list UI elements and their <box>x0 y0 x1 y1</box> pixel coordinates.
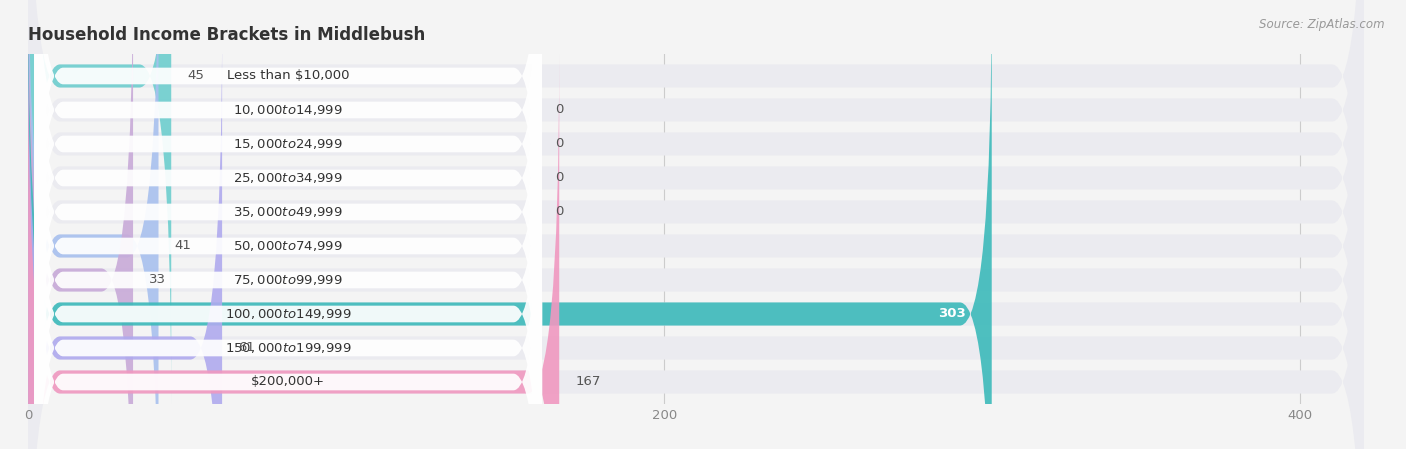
Text: $15,000 to $24,999: $15,000 to $24,999 <box>233 137 343 151</box>
FancyBboxPatch shape <box>28 20 222 449</box>
Text: 0: 0 <box>555 103 564 116</box>
Text: $35,000 to $49,999: $35,000 to $49,999 <box>233 205 343 219</box>
FancyBboxPatch shape <box>35 0 543 442</box>
Text: 61: 61 <box>238 342 254 355</box>
FancyBboxPatch shape <box>35 0 543 449</box>
Text: Source: ZipAtlas.com: Source: ZipAtlas.com <box>1260 18 1385 31</box>
FancyBboxPatch shape <box>28 53 1364 449</box>
FancyBboxPatch shape <box>35 0 543 408</box>
FancyBboxPatch shape <box>35 0 543 374</box>
Text: 0: 0 <box>555 137 564 150</box>
FancyBboxPatch shape <box>35 0 543 449</box>
FancyBboxPatch shape <box>28 0 1364 438</box>
FancyBboxPatch shape <box>35 0 543 449</box>
FancyBboxPatch shape <box>28 0 1364 449</box>
Text: 303: 303 <box>939 308 966 321</box>
FancyBboxPatch shape <box>28 0 1364 449</box>
Text: $150,000 to $199,999: $150,000 to $199,999 <box>225 341 352 355</box>
Text: $10,000 to $14,999: $10,000 to $14,999 <box>233 103 343 117</box>
FancyBboxPatch shape <box>28 0 134 449</box>
FancyBboxPatch shape <box>35 0 543 449</box>
FancyBboxPatch shape <box>35 50 543 449</box>
FancyBboxPatch shape <box>28 0 159 449</box>
FancyBboxPatch shape <box>28 0 1364 449</box>
Text: 45: 45 <box>187 70 204 83</box>
Text: $50,000 to $74,999: $50,000 to $74,999 <box>233 239 343 253</box>
FancyBboxPatch shape <box>28 53 560 449</box>
Text: 0: 0 <box>555 206 564 219</box>
FancyBboxPatch shape <box>35 16 543 449</box>
FancyBboxPatch shape <box>28 0 991 449</box>
FancyBboxPatch shape <box>28 0 1364 449</box>
FancyBboxPatch shape <box>28 0 1364 405</box>
Text: 33: 33 <box>149 273 166 286</box>
Text: Household Income Brackets in Middlebush: Household Income Brackets in Middlebush <box>28 26 426 44</box>
Text: $100,000 to $149,999: $100,000 to $149,999 <box>225 307 352 321</box>
FancyBboxPatch shape <box>28 20 1364 449</box>
FancyBboxPatch shape <box>28 0 1364 449</box>
Text: 0: 0 <box>555 172 564 185</box>
Text: Less than $10,000: Less than $10,000 <box>226 70 350 83</box>
Text: 41: 41 <box>174 239 191 252</box>
FancyBboxPatch shape <box>28 0 1364 449</box>
Text: $200,000+: $200,000+ <box>252 375 325 388</box>
Text: $25,000 to $34,999: $25,000 to $34,999 <box>233 171 343 185</box>
Text: $75,000 to $99,999: $75,000 to $99,999 <box>233 273 343 287</box>
Text: 167: 167 <box>575 375 600 388</box>
FancyBboxPatch shape <box>35 84 543 449</box>
FancyBboxPatch shape <box>28 0 172 405</box>
